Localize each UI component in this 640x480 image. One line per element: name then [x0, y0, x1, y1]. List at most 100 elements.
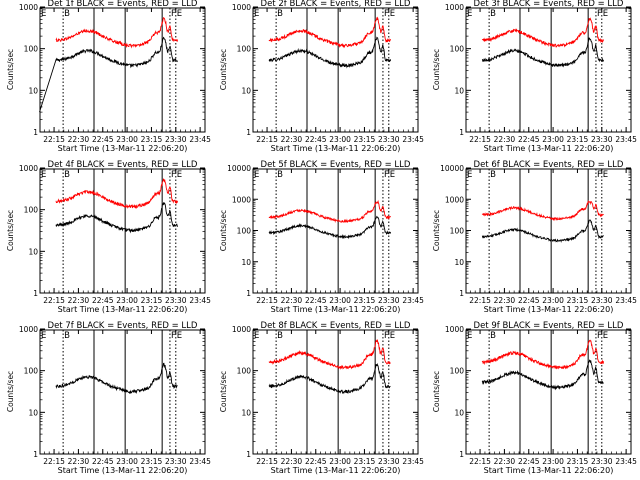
x-tick-label: 22:15: [256, 457, 278, 466]
x-axis-label: Start Time (13-Mar-11 22:06:20): [484, 305, 614, 314]
y-axis-label: Counts/sec: [432, 210, 441, 251]
x-tick-label: 22:30: [281, 457, 303, 466]
interval-marker-label: B: [64, 170, 70, 180]
y-axis-label: Counts/sec: [6, 371, 15, 412]
x-tick-label: 23:30: [378, 457, 400, 466]
x-tick-label: 22:45: [518, 135, 540, 144]
interval-marker-label: B: [277, 331, 283, 341]
plot-title: Det 8f BLACK = Events, RED = LLD: [261, 321, 411, 331]
x-tick-label: 22:30: [494, 296, 516, 305]
x-tick-label: 23:45: [615, 296, 637, 305]
detector-plot-1: Det 1f BLACK = Events, RED = LLD 1 10 100 10…: [6, 0, 211, 153]
x-tick-label: 22:15: [43, 296, 65, 305]
plot-frame: [465, 168, 632, 294]
x-tick-label: 23:15: [567, 296, 589, 305]
detector-plot-9: Det 9f BLACK = Events, RED = LLD 1 10 100 10…: [432, 321, 637, 475]
interval-marker-label: F: [597, 9, 602, 19]
events-series-line: [481, 37, 604, 68]
y-tick-label: 100: [24, 45, 39, 54]
x-tick-label: 23:30: [165, 457, 187, 466]
x-tick-label: 22:15: [469, 296, 491, 305]
y-axis-label: Counts/sec: [219, 371, 228, 412]
detector-plot-6: Det 6f BLACK = Events, RED = LLD 1 10 100 10…: [432, 160, 637, 314]
events-series-line: [55, 202, 178, 234]
interval-marker-label: F: [597, 331, 602, 341]
interval-marker-label: E: [467, 9, 472, 19]
x-tick-label: 22:30: [494, 457, 516, 466]
x-tick-label: 23:15: [141, 135, 163, 144]
y-tick-label: 1: [246, 289, 251, 298]
interval-marker-label: B: [277, 170, 283, 180]
y-tick-label: 100: [450, 227, 465, 236]
plot-title: Det 2f BLACK = Events, RED = LLD: [261, 0, 411, 9]
x-tick-label: 23:30: [591, 457, 613, 466]
events-series-line: [39, 36, 178, 113]
y-tick-label: 1000: [19, 3, 38, 12]
lld-series-line: [268, 339, 391, 370]
y-tick-label: 10: [28, 408, 38, 417]
y-tick-label: 100: [450, 45, 465, 54]
lld-series-line: [481, 17, 604, 48]
x-tick-label: 22:30: [281, 135, 303, 144]
x-tick-label: 22:45: [92, 135, 114, 144]
y-tick-label: 100: [237, 227, 252, 236]
x-tick-label: 23:15: [141, 296, 163, 305]
y-tick-label: 10: [454, 258, 464, 267]
interval-marker-label: E: [603, 170, 608, 180]
x-tick-label: 23:30: [165, 135, 187, 144]
interval-marker-label: B: [490, 331, 496, 341]
y-tick-label: 1000: [445, 195, 464, 204]
interval-marker-label: E: [390, 170, 395, 180]
y-tick-label: 100: [237, 367, 252, 376]
plot-title: Det 3f BLACK = Events, RED = LLD: [474, 0, 624, 9]
interval-marker-label: F: [171, 331, 176, 341]
x-axis-label: Start Time (13-Mar-11 22:06:20): [58, 305, 188, 314]
x-tick-label: 22:15: [43, 135, 65, 144]
x-tick-label: 22:30: [68, 296, 90, 305]
lld-series-line: [55, 178, 178, 209]
x-tick-label: 23:45: [189, 296, 211, 305]
y-tick-label: 10000: [227, 164, 251, 173]
y-tick-label: 1: [33, 128, 38, 137]
x-tick-label: 23:00: [329, 457, 351, 466]
interval-marker-label: E: [41, 170, 46, 180]
x-tick-label: 22:45: [518, 296, 540, 305]
y-tick-label: 1000: [445, 3, 464, 12]
interval-marker-label: B: [64, 9, 70, 19]
events-series-line: [268, 215, 391, 240]
plot-frame: [39, 7, 206, 133]
x-tick-label: 23:15: [354, 457, 376, 466]
x-tick-label: 22:15: [43, 457, 65, 466]
events-series-line: [481, 359, 604, 391]
plot-frame: [252, 329, 419, 455]
x-tick-label: 23:30: [378, 296, 400, 305]
x-tick-label: 23:30: [591, 296, 613, 305]
x-tick-label: 23:00: [329, 135, 351, 144]
x-tick-label: 22:45: [92, 296, 114, 305]
x-axis-label: Start Time (13-Mar-11 22:06:20): [484, 466, 614, 475]
x-tick-label: 23:45: [615, 135, 637, 144]
x-tick-label: 22:15: [469, 135, 491, 144]
y-tick-label: 100: [24, 206, 39, 215]
y-tick-label: 10: [28, 247, 38, 256]
interval-marker-label: E: [254, 331, 259, 341]
detector-plot-7: Det 7f BLACK = Events, RED = LLD 1 10 100 10…: [6, 321, 211, 475]
lld-series-line: [481, 339, 604, 370]
y-tick-label: 1: [459, 128, 464, 137]
y-axis-label: Counts/sec: [432, 49, 441, 90]
lld-series-line: [268, 16, 391, 49]
interval-marker-label: E: [390, 9, 395, 19]
y-tick-label: 100: [237, 45, 252, 54]
y-tick-label: 1000: [19, 164, 38, 173]
plot-frame: [39, 329, 206, 455]
plot-title: Det 4f BLACK = Events, RED = LLD: [48, 160, 198, 170]
plot-title: Det 6f BLACK = Events, RED = LLD: [474, 160, 624, 170]
x-tick-label: 23:00: [116, 296, 138, 305]
x-tick-label: 22:15: [256, 296, 278, 305]
interval-marker-label: E: [41, 9, 46, 19]
y-tick-label: 10: [241, 258, 251, 267]
y-tick-label: 10: [28, 86, 38, 95]
x-tick-label: 23:15: [354, 135, 376, 144]
events-series-line: [268, 36, 391, 69]
x-tick-label: 22:30: [494, 135, 516, 144]
